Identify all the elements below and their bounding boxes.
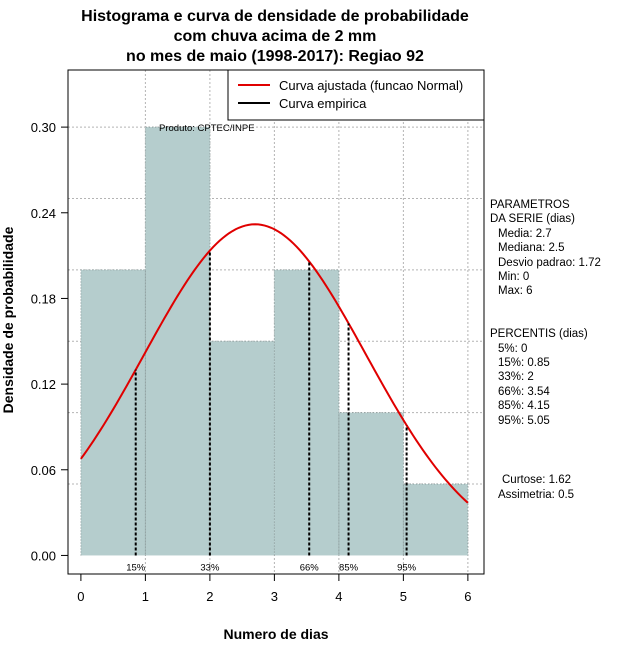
kurtosis: Curtose: 1.62 xyxy=(502,474,571,486)
param-max: Max: 6 xyxy=(498,285,533,297)
y-tick-label: 0.00 xyxy=(31,548,56,563)
histogram-bars xyxy=(80,126,469,556)
percentil-5: 5%: 0 xyxy=(498,343,527,355)
x-tick-label: 2 xyxy=(206,589,213,604)
histogram-bar xyxy=(403,484,468,556)
percentile-lines: 15% 33% 66% 85% 95% xyxy=(126,250,417,573)
normal-fit-curve xyxy=(80,223,469,504)
percentil-95: 95%: 5.05 xyxy=(498,415,550,427)
series-parameters-panel: PARAMETROS DA SERIE (dias) Media: 2.7 Me… xyxy=(490,199,601,297)
percentil-33: 33%: 2 xyxy=(498,371,534,383)
histogram-bar xyxy=(338,412,404,556)
percentile-label: 95% xyxy=(397,562,417,573)
y-tick-label: 0.24 xyxy=(31,206,56,221)
legend-label-fit: Curva ajustada (funcao Normal) xyxy=(279,78,463,93)
histogram-bar xyxy=(145,127,210,556)
y-tick-label: 0.30 xyxy=(31,120,56,135)
y-axis-label: Densidade de probabilidade xyxy=(0,226,16,413)
legend: Curva ajustada (funcao Normal) Curva emp… xyxy=(227,69,485,121)
percentil-15: 15%: 0.85 xyxy=(498,357,550,369)
y-tick-label: 0.18 xyxy=(31,291,56,306)
x-tick-label: 0 xyxy=(77,589,84,604)
legend-label-empirical: Curva empirica xyxy=(279,96,367,111)
percentis-title: PERCENTIS (dias) xyxy=(490,328,588,340)
param-std-dev: Desvio padrao: 1.72 xyxy=(498,257,601,269)
skewness: Assimetria: 0.5 xyxy=(498,489,574,501)
x-tick-label: 5 xyxy=(400,589,407,604)
y-tick-label: 0.12 xyxy=(31,377,56,392)
title-line-2: com chuva acima de 2 mm xyxy=(174,28,377,45)
credit-text: Produto: CPTEC/INPE xyxy=(159,123,255,134)
percentile-label: 15% xyxy=(126,562,146,573)
title-line-1: Histograma e curva de densidade de proba… xyxy=(81,8,469,25)
fitted-curve-layer xyxy=(80,223,469,504)
x-axis: 0 1 2 3 4 5 6 xyxy=(77,573,471,604)
x-tick-label: 1 xyxy=(142,589,149,604)
percentile-label: 33% xyxy=(200,562,220,573)
x-tick-label: 4 xyxy=(335,589,342,604)
percentile-label: 85% xyxy=(339,562,359,573)
y-axis: 0.00 0.06 0.12 0.18 0.24 0.30 xyxy=(31,120,69,563)
x-axis-label: Numero de dias xyxy=(223,626,328,642)
shape-stats-panel: Curtose: 1.62 Assimetria: 0.5 xyxy=(498,474,574,501)
y-tick-label: 0.06 xyxy=(31,463,56,478)
legend-box xyxy=(227,69,485,121)
x-tick-label: 3 xyxy=(271,589,278,604)
params-title-2: DA SERIE (dias) xyxy=(490,213,575,225)
histogram-bar xyxy=(80,269,146,556)
histogram-bar xyxy=(274,269,339,556)
percentil-66: 66%: 3.54 xyxy=(498,386,550,398)
chart-title: Histograma e curva de densidade de proba… xyxy=(81,8,469,65)
percentiles-panel: PERCENTIS (dias) 5%: 0 15%: 0.85 33%: 2 … xyxy=(490,328,588,427)
histogram-bar-outline xyxy=(80,126,469,556)
param-min: Min: 0 xyxy=(498,271,529,283)
percentil-85: 85%: 4.15 xyxy=(498,400,550,412)
x-tick-label: 6 xyxy=(464,589,471,604)
param-median: Mediana: 2.5 xyxy=(498,242,565,254)
param-mean: Media: 2.7 xyxy=(498,228,552,240)
percentile-label: 66% xyxy=(300,562,320,573)
params-title-1: PARAMETROS xyxy=(490,199,570,211)
title-line-3: no mes de maio (1998-2017): Regiao 92 xyxy=(126,48,424,65)
histogram-bar xyxy=(209,341,275,556)
